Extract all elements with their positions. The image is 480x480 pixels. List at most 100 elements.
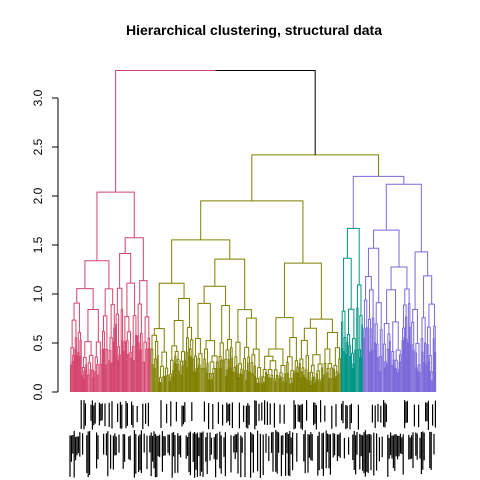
branch-link xyxy=(230,347,233,368)
branch-link xyxy=(303,327,317,355)
branch-link xyxy=(433,325,436,352)
branch-link xyxy=(275,375,279,381)
branch-link xyxy=(290,370,294,379)
branch-link xyxy=(250,362,254,375)
branch-link xyxy=(127,353,130,363)
branch-link xyxy=(269,360,277,370)
branch-link xyxy=(244,346,250,359)
branch-link xyxy=(383,322,390,345)
branch-link xyxy=(104,288,114,316)
branch-link xyxy=(334,347,340,366)
branch-link xyxy=(181,351,185,362)
y-tick-label: 0.0 xyxy=(31,383,45,400)
branch-link xyxy=(243,358,246,371)
branch-link xyxy=(267,368,273,376)
branch-link xyxy=(95,341,101,365)
branch-link xyxy=(169,359,174,375)
branch-link xyxy=(352,363,355,369)
branch-link xyxy=(315,373,319,380)
branch-link xyxy=(197,302,211,341)
branch-link xyxy=(70,347,74,365)
branch-link xyxy=(264,355,274,370)
branch-link xyxy=(326,331,338,349)
branch-link xyxy=(186,326,193,340)
branch-link xyxy=(338,358,341,374)
branch-link xyxy=(120,309,124,340)
branch-link xyxy=(363,299,368,329)
branch-link xyxy=(233,366,237,372)
branch-link xyxy=(256,377,260,383)
branch-link xyxy=(205,340,216,356)
branch-link xyxy=(209,361,215,374)
branch-link xyxy=(341,310,346,338)
y-tick-label: 0.5 xyxy=(31,334,45,351)
y-tick-label: 3.0 xyxy=(31,89,45,106)
branch-link xyxy=(140,332,143,350)
branch-link xyxy=(365,275,372,301)
branch-link xyxy=(395,349,401,361)
branch-link xyxy=(211,355,218,363)
branch-link xyxy=(379,329,383,357)
branch-link xyxy=(369,328,372,352)
branch-link xyxy=(305,355,310,372)
branch-link xyxy=(309,380,312,385)
branch-link xyxy=(200,367,204,375)
branch-link xyxy=(333,365,338,372)
branch-link xyxy=(428,303,435,328)
branch-link xyxy=(237,373,240,383)
branch-link xyxy=(394,359,398,370)
branch-link xyxy=(414,352,418,368)
branch-link xyxy=(244,370,247,380)
cluster-3 xyxy=(340,227,363,392)
branch-link xyxy=(109,337,113,362)
branch-link xyxy=(176,359,180,371)
branch-link xyxy=(166,374,169,381)
branch-link xyxy=(77,332,82,352)
branch-link xyxy=(124,316,130,342)
leaf-labels xyxy=(69,400,436,478)
branch-link xyxy=(327,363,333,369)
branch-link xyxy=(262,368,267,377)
root-right xyxy=(215,70,316,155)
cluster-1 xyxy=(69,191,151,392)
branch-link xyxy=(96,191,135,261)
branch-link xyxy=(211,373,215,379)
branch-link xyxy=(87,309,99,343)
branch-link xyxy=(392,321,399,352)
branch-link xyxy=(341,321,344,349)
branch-link xyxy=(414,251,429,310)
branch-link xyxy=(246,317,257,350)
branch-link xyxy=(87,374,90,382)
branch-link xyxy=(324,348,331,364)
branch-link xyxy=(124,237,144,281)
branch-link xyxy=(326,367,330,378)
branch-link xyxy=(359,315,363,350)
branch-link xyxy=(270,374,274,381)
y-tick-label: 2.5 xyxy=(31,138,45,155)
branch-link xyxy=(402,327,405,340)
dendrogram-branches xyxy=(69,70,437,392)
branch-link xyxy=(430,371,433,381)
branch-link xyxy=(386,289,396,324)
branch-link xyxy=(162,376,165,381)
branch-link xyxy=(129,351,132,362)
branch-link xyxy=(273,369,278,379)
branch-link xyxy=(390,266,408,290)
branch-link xyxy=(404,316,408,351)
branch-link xyxy=(411,321,415,350)
branch-link xyxy=(330,367,333,378)
branch-link xyxy=(304,369,308,380)
branch-link xyxy=(158,282,185,329)
branch-link xyxy=(225,349,230,360)
branch-link xyxy=(398,354,402,367)
branch-link xyxy=(385,183,422,252)
branch-link xyxy=(279,372,283,378)
branch-link xyxy=(113,327,116,351)
branch-link xyxy=(251,354,256,367)
branch-link xyxy=(215,361,219,373)
branch-link xyxy=(219,342,224,360)
branch-link xyxy=(289,337,297,361)
branch-link xyxy=(323,363,327,375)
